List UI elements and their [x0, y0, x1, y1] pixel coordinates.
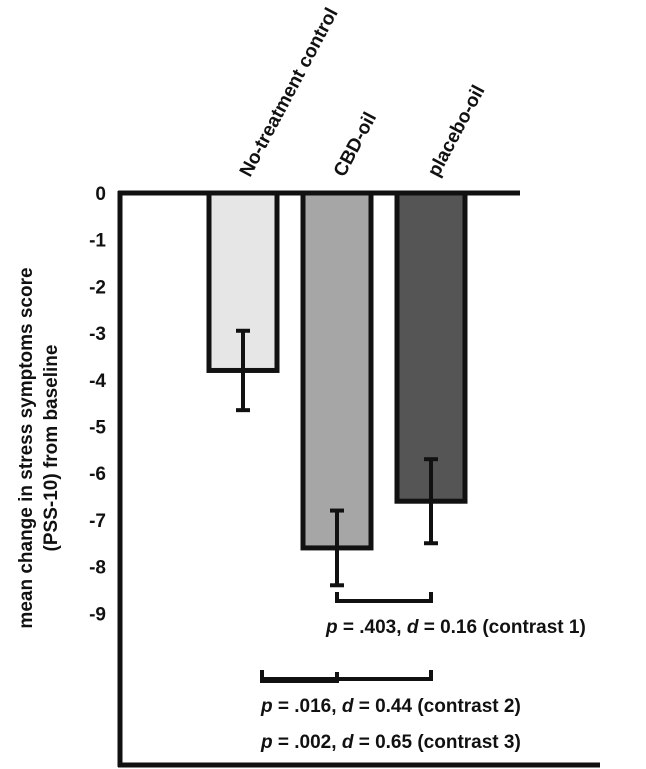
y-tick-label: -4: [89, 371, 106, 392]
contrast-label: p = .002, d = 0.65 (contrast 3): [260, 732, 521, 753]
contrast-label: p = .403, d = 0.16 (contrast 1): [325, 617, 586, 638]
contrast-bracket: [260, 672, 339, 683]
y-tick-label: -6: [89, 464, 106, 485]
y-axis-title-line-1: mean change in stress symptoms score: [16, 267, 37, 628]
y-tick-labels: 0 -1 -2 -3 -4 -5 -6 -7 -8 -9: [89, 184, 106, 625]
y-tick-label: -5: [89, 418, 106, 439]
bar: [394, 190, 468, 504]
bar: [300, 190, 374, 551]
y-tick-label: -2: [89, 277, 106, 298]
y-tick-label: -8: [89, 558, 106, 579]
category-label: CBD-oil: [330, 109, 381, 180]
error-bars: [236, 328, 438, 588]
contrast-bracket: [260, 670, 433, 681]
error-bar: [424, 457, 438, 546]
bars: [206, 190, 468, 551]
error-bar: [330, 508, 344, 588]
contrast-label: p = .016, d = 0.44 (contrast 2): [260, 696, 521, 717]
y-tick-label: -9: [89, 604, 106, 625]
y-tick-label: -3: [89, 324, 106, 345]
error-bar: [236, 328, 250, 413]
contrast-bracket: [335, 592, 433, 603]
category-label: No-treatment control: [236, 5, 343, 181]
y-tick-label: -7: [89, 511, 106, 532]
y-tick-label: 0: [95, 184, 106, 205]
contrast-annotations: p = .403, d = 0.16 (contrast 1) p = .016,…: [260, 592, 586, 753]
y-tick-label: -1: [89, 231, 106, 252]
category-label: placebo-oil: [424, 82, 490, 180]
y-axis-title-line-2: (PSS-10) from baseline: [41, 345, 62, 552]
